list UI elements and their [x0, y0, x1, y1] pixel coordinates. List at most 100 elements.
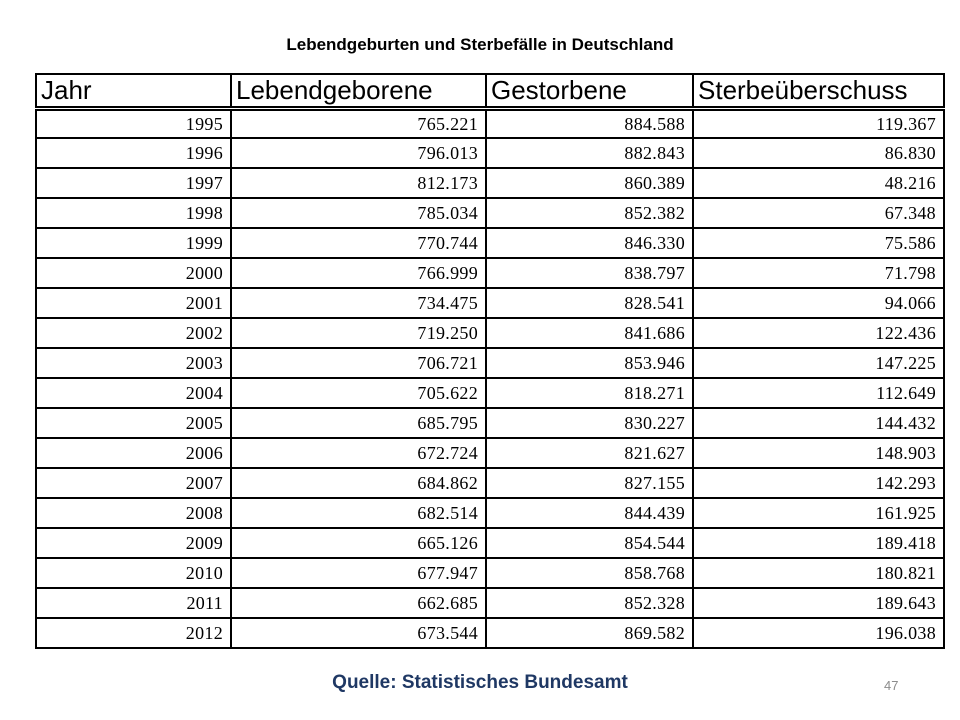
- cell-surplus: 94.066: [692, 287, 945, 319]
- cell-births: 684.862: [230, 467, 487, 499]
- cell-births: 796.013: [230, 137, 487, 169]
- cell-births: 706.721: [230, 347, 487, 379]
- table-row: 1996 796.013 882.843 86.830: [35, 137, 945, 169]
- cell-deaths: 882.843: [485, 137, 694, 169]
- cell-year: 1997: [35, 167, 232, 199]
- cell-surplus: 122.436: [692, 317, 945, 349]
- table-row: 1995 765.221 884.588 119.367: [35, 107, 945, 139]
- cell-surplus: 189.643: [692, 587, 945, 619]
- header-cell-gestorbene: Gestorbene: [485, 73, 694, 111]
- header-cell-sterbeueberschuss: Sterbeüberschuss: [692, 73, 945, 111]
- cell-surplus: 189.418: [692, 527, 945, 559]
- cell-births: 719.250: [230, 317, 487, 349]
- cell-births: 770.744: [230, 227, 487, 259]
- cell-surplus: 67.348: [692, 197, 945, 229]
- cell-year: 1999: [35, 227, 232, 259]
- page-number: 47: [884, 678, 899, 693]
- table-row: 2011 662.685 852.328 189.643: [35, 587, 945, 619]
- cell-surplus: 161.925: [692, 497, 945, 529]
- cell-births: 665.126: [230, 527, 487, 559]
- cell-deaths: 827.155: [485, 467, 694, 499]
- cell-deaths: 860.389: [485, 167, 694, 199]
- cell-surplus: 48.216: [692, 167, 945, 199]
- cell-year: 2000: [35, 257, 232, 289]
- table-row: 2002 719.250 841.686 122.436: [35, 317, 945, 349]
- table-row: 2010 677.947 858.768 180.821: [35, 557, 945, 589]
- cell-surplus: 148.903: [692, 437, 945, 469]
- cell-births: 705.622: [230, 377, 487, 409]
- cell-births: 672.724: [230, 437, 487, 469]
- cell-surplus: 112.649: [692, 377, 945, 409]
- cell-deaths: 844.439: [485, 497, 694, 529]
- source-note: Quelle: Statistisches Bundesamt: [332, 672, 628, 693]
- cell-deaths: 828.541: [485, 287, 694, 319]
- table-row: 2006 672.724 821.627 148.903: [35, 437, 945, 469]
- cell-year: 2011: [35, 587, 232, 619]
- table-row: 2012 673.544 869.582 196.038: [35, 617, 945, 649]
- cell-surplus: 119.367: [692, 107, 945, 139]
- table-row: 1998 785.034 852.382 67.348: [35, 197, 945, 229]
- cell-births: 765.221: [230, 107, 487, 139]
- header-cell-jahr: Jahr: [35, 73, 232, 111]
- cell-year: 2004: [35, 377, 232, 409]
- cell-births: 662.685: [230, 587, 487, 619]
- cell-births: 734.475: [230, 287, 487, 319]
- cell-deaths: 852.328: [485, 587, 694, 619]
- table-row: 1997 812.173 860.389 48.216: [35, 167, 945, 199]
- cell-births: 677.947: [230, 557, 487, 589]
- table-row: 2001 734.475 828.541 94.066: [35, 287, 945, 319]
- cell-deaths: 830.227: [485, 407, 694, 439]
- cell-surplus: 180.821: [692, 557, 945, 589]
- cell-deaths: 858.768: [485, 557, 694, 589]
- cell-surplus: 142.293: [692, 467, 945, 499]
- data-table: Jahr Lebendgeborene Gestorbene Sterbeübe…: [35, 73, 945, 649]
- table-row: 1999 770.744 846.330 75.586: [35, 227, 945, 259]
- table-row: 2004 705.622 818.271 112.649: [35, 377, 945, 409]
- table-row: 2007 684.862 827.155 142.293: [35, 467, 945, 499]
- cell-year: 1998: [35, 197, 232, 229]
- cell-surplus: 86.830: [692, 137, 945, 169]
- cell-year: 2006: [35, 437, 232, 469]
- table-row: 2009 665.126 854.544 189.418: [35, 527, 945, 559]
- cell-year: 2003: [35, 347, 232, 379]
- cell-births: 685.795: [230, 407, 487, 439]
- cell-births: 673.544: [230, 617, 487, 649]
- cell-deaths: 869.582: [485, 617, 694, 649]
- header-cell-lebendgeborene: Lebendgeborene: [230, 73, 487, 111]
- cell-deaths: 854.544: [485, 527, 694, 559]
- cell-deaths: 884.588: [485, 107, 694, 139]
- cell-births: 785.034: [230, 197, 487, 229]
- cell-surplus: 71.798: [692, 257, 945, 289]
- cell-deaths: 818.271: [485, 377, 694, 409]
- cell-surplus: 196.038: [692, 617, 945, 649]
- slide-title: Lebendgeburten und Sterbefälle in Deutsc…: [286, 35, 674, 54]
- cell-deaths: 821.627: [485, 437, 694, 469]
- table-row: 2008 682.514 844.439 161.925: [35, 497, 945, 529]
- table-row: 2000 766.999 838.797 71.798: [35, 257, 945, 289]
- cell-births: 766.999: [230, 257, 487, 289]
- cell-deaths: 853.946: [485, 347, 694, 379]
- cell-surplus: 147.225: [692, 347, 945, 379]
- cell-year: 1995: [35, 107, 232, 139]
- cell-deaths: 841.686: [485, 317, 694, 349]
- cell-year: 2010: [35, 557, 232, 589]
- cell-year: 2007: [35, 467, 232, 499]
- table-row: 2003 706.721 853.946 147.225: [35, 347, 945, 379]
- cell-deaths: 846.330: [485, 227, 694, 259]
- table-row: 2005 685.795 830.227 144.432: [35, 407, 945, 439]
- cell-surplus: 144.432: [692, 407, 945, 439]
- cell-year: 2009: [35, 527, 232, 559]
- cell-year: 2005: [35, 407, 232, 439]
- cell-year: 2008: [35, 497, 232, 529]
- cell-births: 682.514: [230, 497, 487, 529]
- cell-year: 2001: [35, 287, 232, 319]
- cell-deaths: 838.797: [485, 257, 694, 289]
- cell-year: 2002: [35, 317, 232, 349]
- cell-year: 1996: [35, 137, 232, 169]
- cell-surplus: 75.586: [692, 227, 945, 259]
- cell-deaths: 852.382: [485, 197, 694, 229]
- table-header-row: Jahr Lebendgeborene Gestorbene Sterbeübe…: [35, 73, 945, 111]
- cell-births: 812.173: [230, 167, 487, 199]
- cell-year: 2012: [35, 617, 232, 649]
